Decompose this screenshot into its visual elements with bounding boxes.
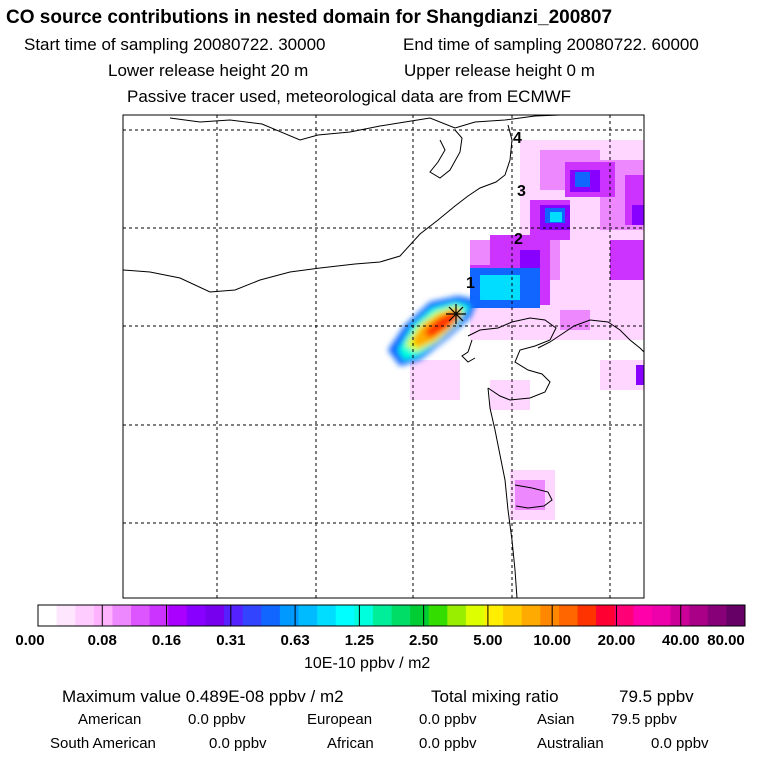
region-name-african: African (327, 735, 374, 752)
colorbar-cell (503, 605, 523, 626)
colorbar-cell (224, 605, 244, 626)
trajectory-label-2: 2 (514, 231, 523, 248)
colorbar-cell (689, 605, 709, 626)
region-value-african: 0.0 ppbv (419, 735, 477, 752)
colorbar-cell (447, 605, 467, 626)
colorbar-tick-label: 0.63 (280, 632, 310, 649)
colorbar-cell (38, 605, 58, 626)
tracer-info-label: Passive tracer used, meteorological data… (127, 87, 572, 106)
total-mixing-label: Total mixing ratio (431, 687, 559, 706)
colorbar-cell (205, 605, 225, 626)
upper-release-label: Upper release height 0 m (404, 61, 595, 80)
station-marker (446, 304, 466, 324)
colorbar-cell (372, 605, 392, 626)
region-name-australian: Australian (537, 735, 604, 752)
colorbar-tick-label: 80.00 (707, 632, 745, 649)
colorbar-cell (465, 605, 486, 626)
trajectory-label-3: 3 (517, 183, 526, 200)
colorbar-cell (149, 605, 169, 626)
colorbar-cell (261, 605, 281, 626)
region-value-european: 0.0 ppbv (419, 711, 477, 728)
colorbar-cell (633, 605, 653, 626)
concentration-field (388, 140, 644, 520)
colorbar-cell (354, 605, 374, 626)
colorbar-cell (558, 605, 579, 626)
max-value-label: Maximum value 0.489E-08 ppbv / m2 (62, 687, 344, 706)
region-name-european: European (307, 711, 373, 728)
colorbar-cell (279, 605, 299, 626)
colorbar-cell (707, 605, 727, 626)
trajectory-label-4: 4 (513, 130, 522, 147)
start-time-label: Start time of sampling 20080722. 30000 (24, 35, 326, 54)
end-time-label: End time of sampling 20080722. 60000 (403, 35, 699, 54)
colorbar-tick-label: 1.25 (344, 632, 374, 649)
colorbar-cell (112, 605, 132, 626)
colorbar-cell (540, 605, 560, 626)
colorbar-tick-label: 10.00 (533, 632, 571, 649)
colorbar-tick-label: 0.08 (87, 632, 117, 649)
colorbar-cell (93, 605, 113, 626)
colorbar-cell (317, 605, 337, 626)
region-value-asian: 79.5 ppbv (611, 711, 677, 728)
colorbar-cell (428, 605, 448, 626)
colorbar-cell (56, 605, 76, 626)
colorbar-cell (726, 605, 746, 626)
colorbar-tick-label: 20.00 (597, 632, 636, 649)
region-value-australian: 0.0 ppbv (651, 735, 709, 752)
colorbar-tick-label: 5.00 (473, 632, 503, 649)
colorbar-tick-label: 40.00 (661, 632, 700, 649)
lower-release-label: Lower release height 20 m (108, 61, 309, 80)
region-name-asian: Asian (537, 711, 575, 728)
colorbar-cell (335, 605, 355, 626)
map-frame (122, 114, 645, 599)
region-name-american: American (78, 711, 142, 728)
colorbar-cell (298, 605, 318, 626)
colorbar-tick-label: 2.50 (409, 632, 439, 649)
trajectory-label-1: 1 (466, 275, 475, 292)
lat-lon-grid (123, 115, 644, 598)
colorbar-unit: 10E-10 ppbv / m2 (304, 655, 431, 672)
colorbar-cell (670, 605, 690, 626)
colorbar-cell (577, 605, 597, 626)
colorbar-cell (614, 605, 634, 626)
colorbar-cell (75, 605, 95, 626)
map-title: CO source contributions in nested domain… (6, 7, 613, 28)
colorbar-cell (651, 605, 672, 626)
colorbar-tick-label: 0.16 (151, 632, 182, 649)
region-value-american: 0.0 ppbv (188, 711, 246, 728)
colorbar-cell (596, 605, 616, 626)
region-value-south-american: 0.0 ppbv (209, 735, 267, 752)
colorbar-cell (484, 605, 504, 626)
colorbar-tick-label: 0.31 (216, 632, 246, 649)
colorbar-cell (131, 605, 151, 626)
colorbar-cell (410, 605, 430, 626)
colorbar-cell (521, 605, 541, 626)
colorbar-cell (391, 605, 411, 626)
region-name-south-american: South American (50, 735, 156, 752)
colorbar-cell (242, 605, 262, 626)
total-mixing-value: 79.5 ppbv (619, 687, 694, 706)
colorbar-tick-label: 0.00 (15, 632, 45, 649)
colorbar-cell (186, 605, 206, 626)
colorbar-cell (168, 605, 188, 626)
